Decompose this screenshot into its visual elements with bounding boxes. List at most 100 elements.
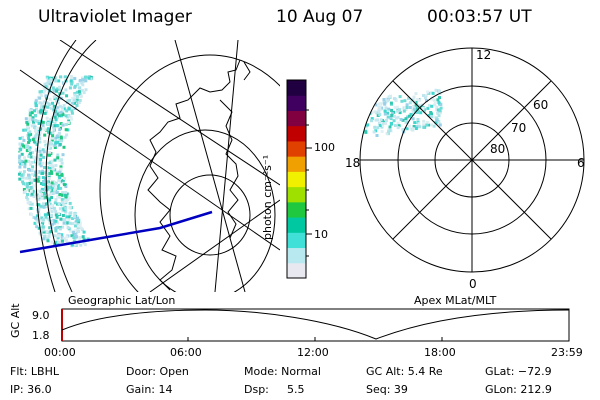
aurora-pixel: [24, 189, 28, 193]
aurora-pixel: [59, 217, 63, 221]
aurora-pixel: [71, 96, 75, 100]
aurora-pixel: [51, 188, 55, 192]
colorbar-frame: [286, 79, 307, 279]
aurora-pixel: [71, 217, 75, 220]
aurora-pixel: [34, 104, 38, 108]
aurora-pixel: [408, 124, 411, 128]
aurora-pixel: [46, 84, 50, 88]
aurora-pixel: [406, 115, 409, 119]
aurora-pixel: [18, 142, 22, 146]
aurora-pixel: [380, 106, 383, 110]
aurora-pixel: [74, 224, 77, 228]
aurora-pixel: [61, 91, 65, 95]
aurora-pixel: [28, 179, 32, 183]
aurora-pixel: [35, 189, 39, 193]
aurora-pixel: [363, 108, 366, 112]
aurora-pixel: [57, 241, 61, 244]
aurora-pixel: [73, 233, 77, 237]
aurora-pixel: [63, 75, 67, 79]
aurora-pixel: [433, 103, 437, 107]
aurora-pixel: [27, 154, 31, 158]
aurora-pixel: [383, 102, 387, 106]
aurora-pixel: [65, 109, 69, 113]
aurora-pixel: [63, 135, 67, 139]
aurora-pixel: [48, 164, 52, 167]
aurora-pixel: [75, 219, 79, 223]
aurora-pixel: [381, 124, 385, 127]
aurora-pixel: [376, 126, 380, 130]
aurora-pixel: [424, 94, 428, 98]
aurora-pixel: [73, 212, 77, 216]
aurora-pixel: [41, 183, 45, 186]
aurora-pixel: [58, 142, 62, 146]
aurora-pixel: [41, 228, 45, 232]
aurora-pixel: [22, 170, 26, 174]
aurora-pixel: [54, 118, 58, 122]
aurora-pixel: [367, 105, 371, 109]
aurora-pixel: [71, 102, 75, 105]
aurora-pixel: [438, 89, 441, 93]
aurora-pixel: [58, 139, 62, 142]
aurora-pixel: [80, 88, 84, 92]
aurora-pixel: [41, 148, 45, 152]
aurora-pixel: [54, 164, 58, 167]
aurora-pixel: [73, 92, 77, 96]
ip-info: IP: 36.0: [10, 383, 52, 396]
aurora-pixel: [431, 96, 434, 100]
aurora-pixel: [60, 172, 64, 176]
colorbar-segment: [287, 171, 306, 188]
aurora-pixel: [438, 123, 442, 127]
aurora-pixel: [378, 106, 382, 110]
aurora-pixel: [38, 96, 42, 100]
aurora-pixel: [432, 124, 436, 128]
aurora-pixel: [51, 131, 55, 135]
aurora-pixel: [79, 243, 83, 247]
aurora-pixel: [365, 100, 369, 104]
aurora-pixel: [51, 76, 55, 80]
aurora-pixel: [51, 186, 55, 189]
aurora-pixel: [407, 114, 411, 118]
aurora-pixel: [47, 234, 51, 238]
aurora-pixel: [369, 101, 373, 105]
aurora-pixel: [67, 196, 71, 200]
aurora-pixel: [435, 118, 439, 122]
aurora-pixel: [23, 165, 27, 169]
aurora-pixel: [49, 146, 53, 150]
aurora-pixel: [432, 98, 436, 102]
meridian-line: [214, 40, 239, 292]
aurora-pixel: [83, 243, 87, 247]
aurora-pixel: [48, 186, 52, 190]
aurora-pixel: [62, 104, 66, 107]
aurora-pixel: [51, 101, 54, 105]
aurora-pixel: [87, 76, 91, 80]
aurora-pixel: [59, 186, 63, 190]
aurora-pixel: [81, 83, 85, 87]
aurora-pixel: [411, 113, 415, 117]
aurora-pixel: [54, 136, 58, 140]
aurora-pixel: [384, 119, 388, 122]
aurora-pixel: [18, 165, 22, 169]
mlat-60-label: 60: [533, 98, 549, 112]
aurora-pixel: [38, 133, 41, 137]
aurora-pixel: [46, 185, 50, 189]
aurora-pixel: [30, 202, 34, 206]
aurora-pixel: [43, 202, 47, 206]
aurora-pixel: [32, 155, 36, 159]
aurora-pixel: [19, 147, 23, 151]
aurora-pixel: [418, 98, 422, 102]
aurora-pixel: [409, 112, 413, 116]
colorbar-segment: [287, 232, 306, 249]
aurora-pixel: [57, 96, 61, 100]
aurora-pixel: [41, 225, 45, 229]
aurora-pixel: [43, 107, 47, 111]
aurora-pixel: [386, 111, 389, 115]
glat-info: GLat: −72.9: [485, 365, 552, 378]
aurora-pixel: [31, 165, 35, 169]
aurora-pixel: [46, 181, 50, 185]
aurora-pixel: [35, 193, 39, 197]
aurora-pixel: [35, 132, 39, 136]
coastline: [147, 59, 251, 291]
aurora-pixel: [70, 77, 73, 81]
aurora-pixel: [429, 111, 433, 114]
aurora-pixel: [58, 104, 62, 108]
